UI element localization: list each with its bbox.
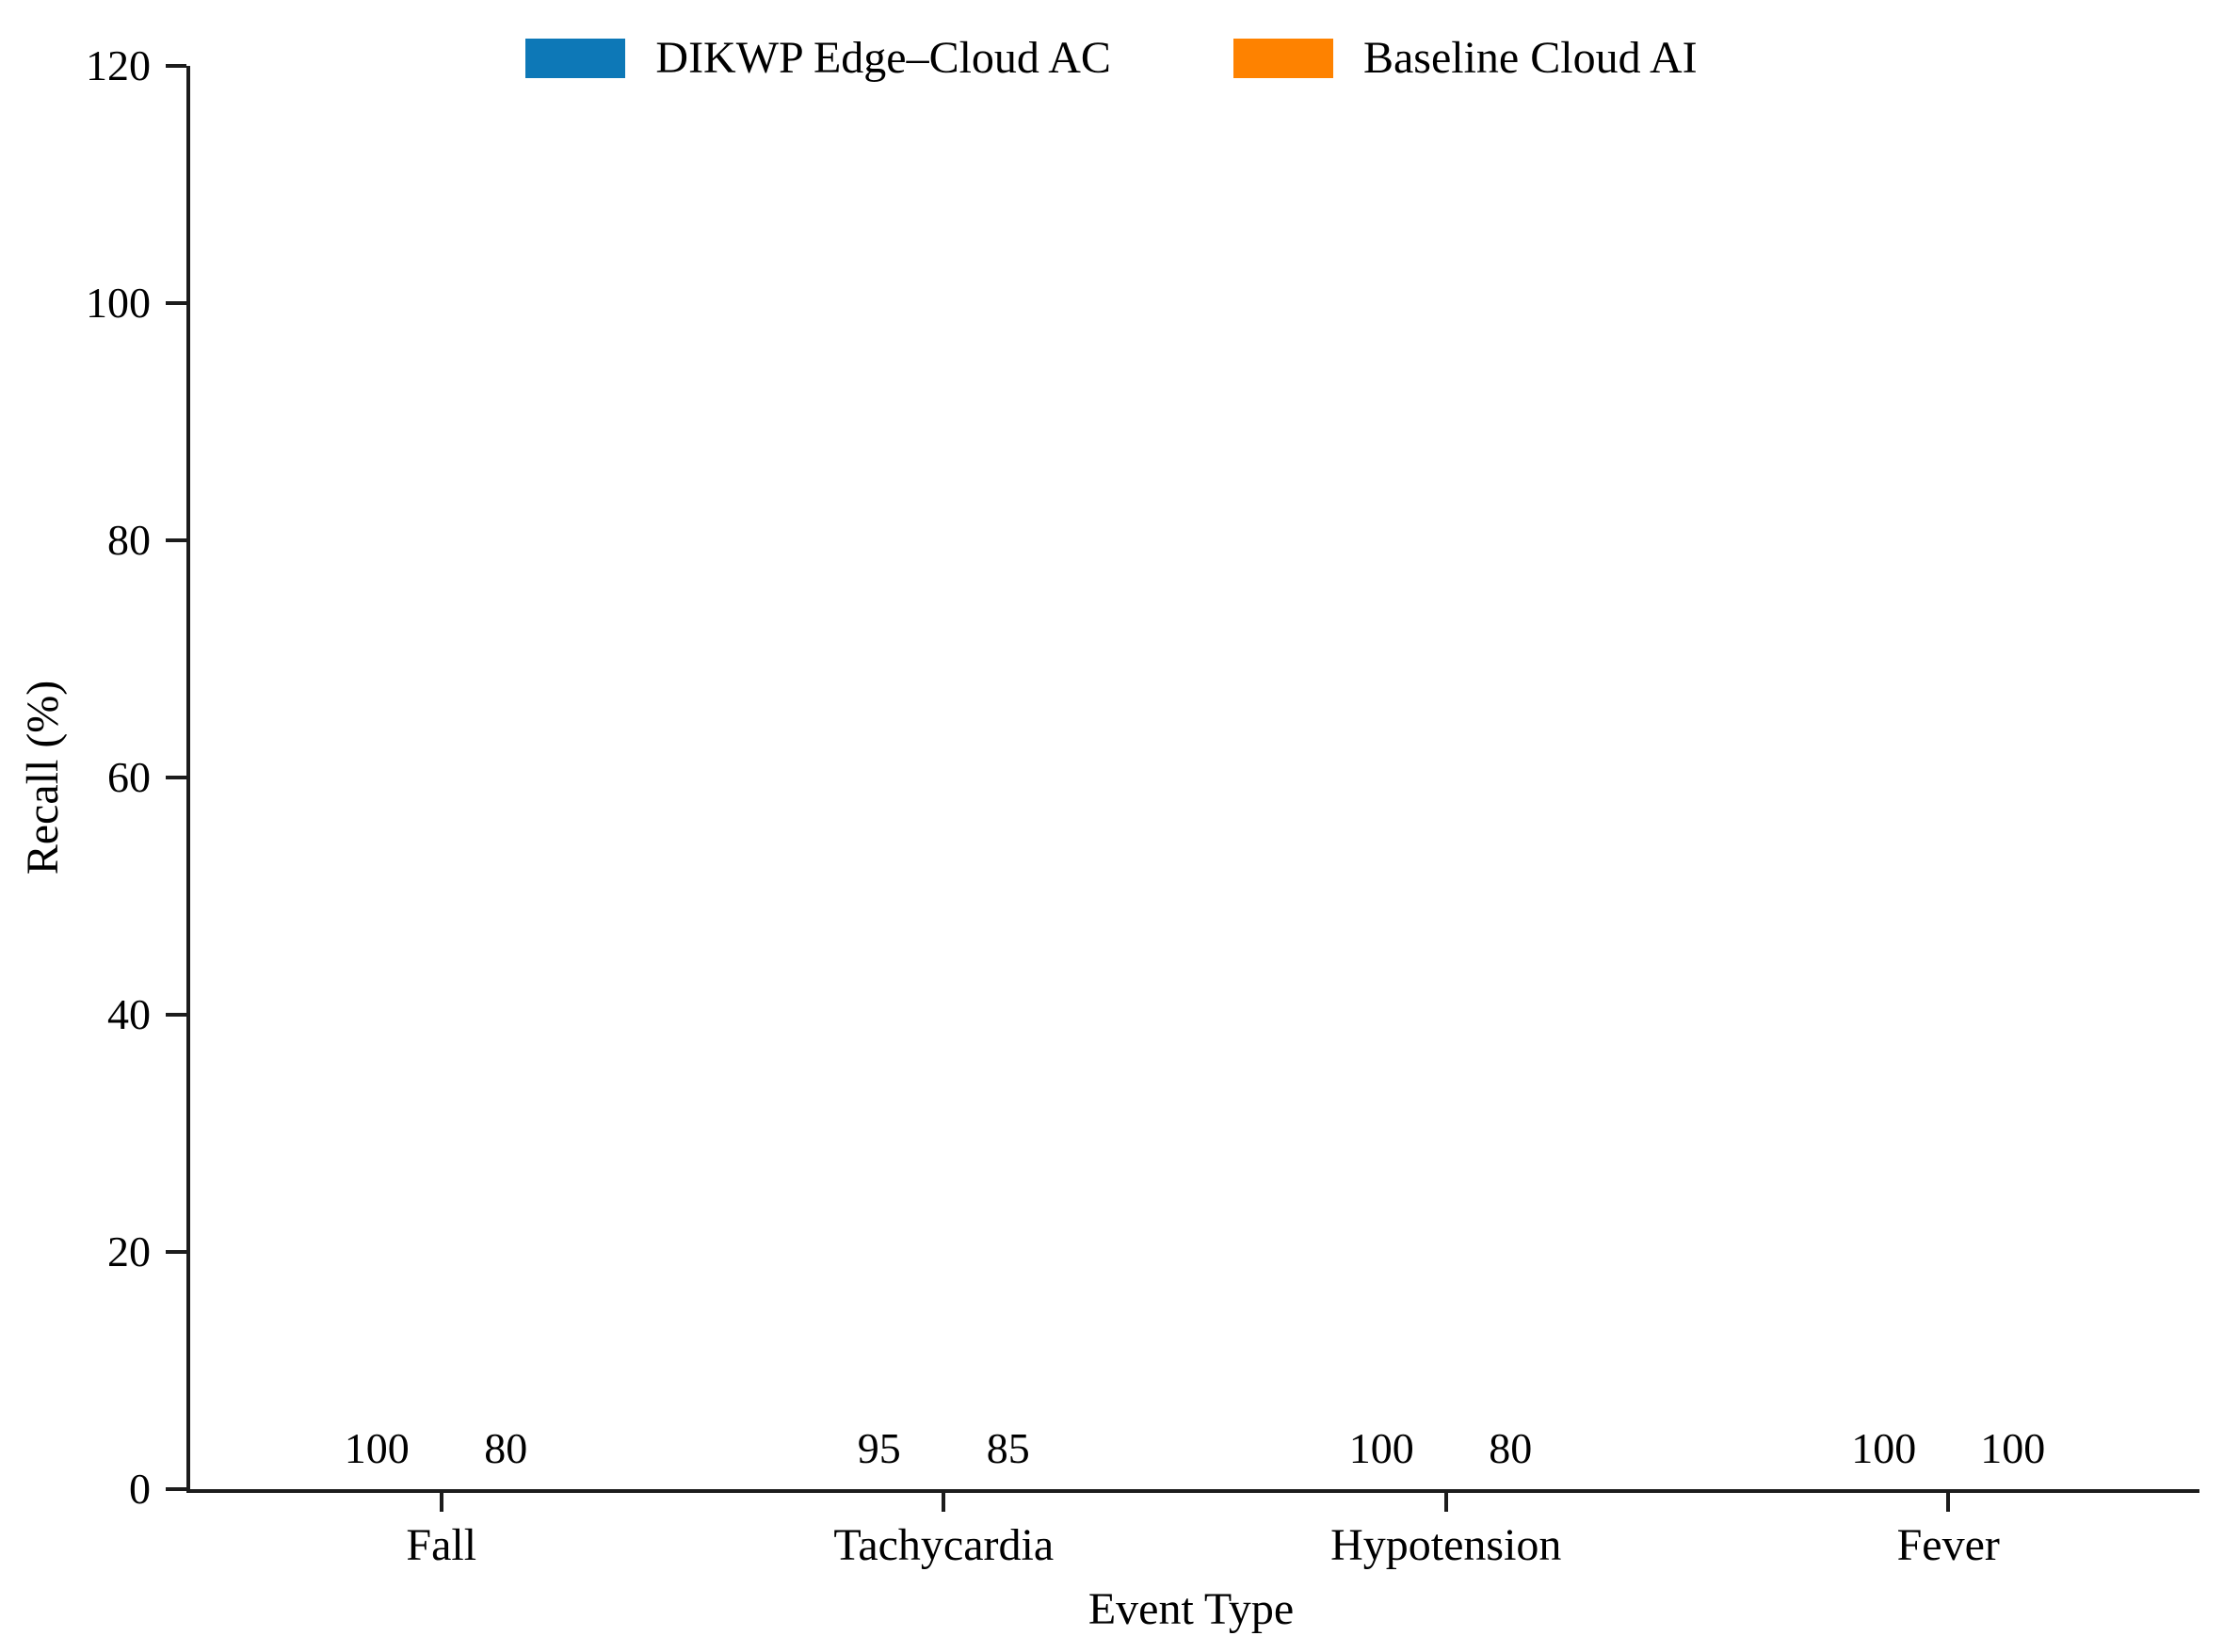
y-tick-label: 0: [129, 1465, 151, 1513]
x-tick-mark: [942, 1493, 946, 1512]
x-tick-mark: [1443, 1493, 1448, 1512]
bar-value-label: 100: [1348, 1424, 1414, 1472]
y-tick-mark: [166, 1013, 186, 1018]
y-tick-mark: [166, 1487, 186, 1491]
x-tick-mark: [439, 1493, 443, 1512]
bar-value-label: 80: [1489, 1424, 1533, 1472]
legend-item: DIKWP Edge–Cloud AC: [525, 36, 1111, 81]
category-label: Fever: [1896, 1520, 2000, 1570]
y-tick-label: 40: [107, 990, 151, 1039]
legend-label: Baseline Cloud AI: [1362, 33, 1698, 83]
bar-value-label: 100: [1851, 1424, 1917, 1472]
bar-value-label: 100: [344, 1424, 410, 1472]
y-tick-label: 100: [86, 279, 151, 327]
bar-value-label: 95: [857, 1424, 901, 1472]
y-tick-mark: [166, 538, 186, 543]
category-label: Hypotension: [1330, 1520, 1562, 1570]
legend-label: DIKWP Edge–Cloud AC: [655, 33, 1111, 83]
y-tick-label: 80: [107, 516, 151, 565]
legend-swatch: [1232, 39, 1333, 78]
bar-group: 100 80 Hypotension: [1195, 66, 1698, 1568]
bar-value-label: 80: [484, 1424, 528, 1472]
category-label: Tachycardia: [833, 1520, 1055, 1570]
x-tick-mark: [1946, 1493, 1951, 1512]
legend-item: Baseline Cloud AI: [1232, 33, 1698, 83]
y-tick-mark: [166, 776, 186, 779]
plot-area: 100 80 Fall 95 85 Tachycardia 100 80 Hypotension…: [86, 44, 2200, 1568]
y-tick-label: 60: [107, 753, 151, 801]
x-axis-title: Event Type: [1087, 1584, 1295, 1634]
y-tick-label: 20: [107, 1227, 151, 1276]
bar-group: 100 100 Fever: [1698, 66, 2200, 1568]
bar-value-label: 100: [1980, 1424, 2046, 1472]
bar-group: 95 85 Tachycardia: [693, 66, 1196, 1568]
y-tick-mark: [166, 1250, 186, 1255]
y-tick-label: 120: [86, 41, 151, 89]
bar-value-label: 85: [986, 1424, 1030, 1472]
legend: DIKWP Edge–Cloud AC Baseline Cloud AI: [0, 36, 2223, 81]
category-label: Fall: [406, 1520, 477, 1570]
bar-group: 100 80 Fall: [190, 66, 693, 1568]
y-tick-mark: [166, 64, 186, 68]
legend-swatch: [525, 39, 626, 78]
bar-groups: 100 80 Fall 95 85 Tachycardia 100 80 Hypotension…: [190, 66, 2200, 1568]
y-tick-mark: [166, 301, 186, 305]
